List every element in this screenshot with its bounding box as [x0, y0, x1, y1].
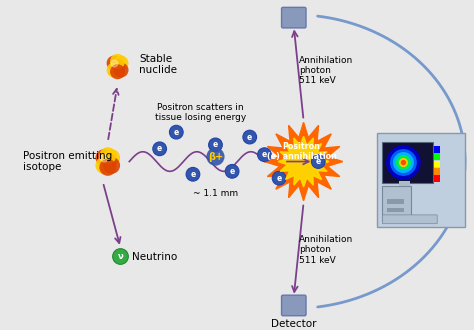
- Circle shape: [107, 56, 122, 71]
- Circle shape: [110, 59, 125, 74]
- Circle shape: [95, 149, 112, 166]
- Text: e: e: [191, 170, 196, 179]
- FancyBboxPatch shape: [382, 186, 411, 221]
- FancyBboxPatch shape: [377, 133, 465, 227]
- Text: e: e: [247, 133, 252, 142]
- Bar: [434, 175, 440, 182]
- Bar: [387, 199, 404, 204]
- Circle shape: [103, 157, 120, 174]
- Circle shape: [186, 167, 200, 181]
- Circle shape: [397, 156, 410, 169]
- Text: Positron emitting
isotope: Positron emitting isotope: [23, 151, 112, 172]
- Circle shape: [393, 153, 413, 172]
- Text: β+: β+: [208, 152, 223, 162]
- Circle shape: [113, 56, 128, 71]
- FancyBboxPatch shape: [282, 7, 306, 28]
- FancyBboxPatch shape: [382, 142, 433, 183]
- Text: ν: ν: [118, 252, 123, 261]
- Circle shape: [401, 161, 405, 164]
- Text: e: e: [262, 150, 267, 159]
- Circle shape: [243, 130, 256, 144]
- Text: Neutrino: Neutrino: [132, 251, 177, 261]
- Circle shape: [391, 150, 416, 175]
- Text: e: e: [316, 157, 321, 166]
- Circle shape: [113, 62, 128, 78]
- Bar: [387, 208, 404, 213]
- Text: Annihilation
photon
511 keV: Annihilation photon 511 keV: [299, 235, 353, 265]
- Circle shape: [110, 54, 125, 69]
- Circle shape: [110, 64, 125, 79]
- Circle shape: [169, 125, 183, 139]
- Circle shape: [272, 171, 286, 185]
- Circle shape: [111, 60, 118, 67]
- Circle shape: [153, 142, 166, 156]
- Circle shape: [113, 249, 128, 264]
- Circle shape: [311, 155, 325, 168]
- Text: e: e: [213, 140, 218, 149]
- Text: Stable
nuclide: Stable nuclide: [139, 54, 177, 76]
- Circle shape: [107, 62, 122, 78]
- FancyBboxPatch shape: [282, 295, 306, 316]
- FancyBboxPatch shape: [383, 215, 437, 224]
- Text: e: e: [173, 128, 179, 137]
- Text: Annihilation
photon
511 keV: Annihilation photon 511 keV: [299, 55, 353, 85]
- Text: ~ 1.1 mm: ~ 1.1 mm: [193, 189, 238, 198]
- Text: e: e: [229, 167, 235, 176]
- Circle shape: [387, 146, 420, 179]
- Circle shape: [100, 153, 116, 170]
- Bar: [434, 146, 440, 153]
- Circle shape: [95, 157, 112, 174]
- Circle shape: [400, 159, 407, 166]
- Polygon shape: [264, 122, 343, 201]
- Circle shape: [103, 149, 120, 166]
- Circle shape: [100, 147, 116, 164]
- Text: Positron scatters in
tissue losing energy: Positron scatters in tissue losing energ…: [155, 103, 246, 122]
- Text: Detector: Detector: [271, 319, 317, 329]
- Circle shape: [225, 164, 239, 178]
- Bar: [434, 153, 440, 160]
- Bar: [399, 181, 410, 186]
- Circle shape: [257, 148, 271, 162]
- Polygon shape: [278, 136, 329, 187]
- Text: Positron
(e) annihilation: Positron (e) annihilation: [267, 142, 337, 161]
- Circle shape: [209, 138, 222, 152]
- Circle shape: [100, 159, 116, 176]
- Text: e: e: [276, 174, 282, 183]
- Text: e: e: [157, 144, 162, 153]
- Bar: [434, 161, 440, 167]
- Circle shape: [100, 154, 108, 162]
- Bar: [434, 168, 440, 175]
